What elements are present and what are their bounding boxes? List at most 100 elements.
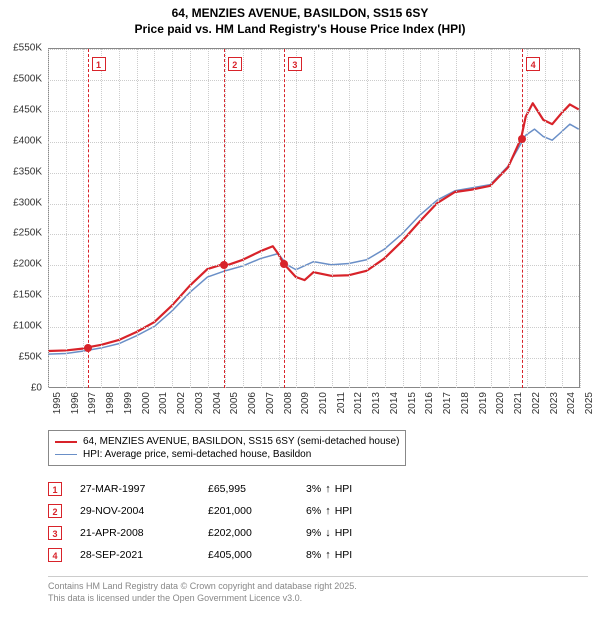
- x-tick-label: 2009: [300, 392, 311, 414]
- x-tick-label: 2017: [442, 392, 453, 414]
- x-tick-label: 1996: [70, 392, 81, 414]
- x-tick-label: 2000: [141, 392, 152, 414]
- gridline-v: [509, 49, 510, 388]
- x-tick-label: 2020: [495, 392, 506, 414]
- x-tick-label: 2018: [460, 392, 471, 414]
- legend-label: 64, MENZIES AVENUE, BASILDON, SS15 6SY (…: [83, 436, 399, 447]
- event-row: 321-APR-2008£202,0009%↓HPI: [48, 522, 396, 544]
- x-tick-label: 2001: [158, 392, 169, 414]
- legend-row: HPI: Average price, semi-detached house,…: [55, 448, 399, 461]
- gridline-v: [349, 49, 350, 388]
- gridline-v: [332, 49, 333, 388]
- title-block: 64, MENZIES AVENUE, BASILDON, SS15 6SY P…: [0, 0, 600, 37]
- gridline-v: [491, 49, 492, 388]
- arrow-up-icon: ↑: [325, 549, 331, 561]
- x-tick-label: 2002: [176, 392, 187, 414]
- event-pct: 3%↑HPI: [306, 483, 396, 495]
- gridline-v: [314, 49, 315, 388]
- arrow-down-icon: ↓: [325, 527, 331, 539]
- marker-dot: [518, 135, 526, 143]
- event-pct: 9%↓HPI: [306, 527, 396, 539]
- y-axis: £0£50K£100K£150K£200K£250K£300K£350K£400…: [0, 48, 46, 388]
- marker-vline: [88, 49, 89, 388]
- x-tick-label: 2010: [318, 392, 329, 414]
- marker-box: 4: [526, 57, 540, 71]
- event-price: £65,995: [208, 483, 288, 495]
- plot-area: 1 2 3 4: [48, 48, 580, 388]
- y-tick-label: £50K: [19, 352, 42, 363]
- y-tick-label: £450K: [13, 104, 42, 115]
- marker-box: 3: [288, 57, 302, 71]
- gridline-v: [137, 49, 138, 388]
- title-line2: Price paid vs. HM Land Registry's House …: [0, 22, 600, 38]
- gridline-v: [296, 49, 297, 388]
- x-tick-label: 2019: [478, 392, 489, 414]
- gridline-v: [66, 49, 67, 388]
- event-marker-box: 3: [48, 526, 62, 540]
- gridline-v: [190, 49, 191, 388]
- marker-vline: [284, 49, 285, 388]
- x-tick-label: 2013: [371, 392, 382, 414]
- event-pct: 8%↑HPI: [306, 549, 396, 561]
- arrow-up-icon: ↑: [325, 505, 331, 517]
- x-tick-label: 2006: [247, 392, 258, 414]
- marker-vline: [522, 49, 523, 388]
- gridline-v: [385, 49, 386, 388]
- event-marker-box: 2: [48, 504, 62, 518]
- x-tick-label: 2025: [584, 392, 595, 414]
- x-tick-label: 2004: [212, 392, 223, 414]
- x-tick-label: 1995: [52, 392, 63, 414]
- legend-swatch: [55, 441, 77, 443]
- legend-label: HPI: Average price, semi-detached house,…: [83, 449, 311, 460]
- y-tick-label: £400K: [13, 135, 42, 146]
- events-table: 127-MAR-1997£65,9953%↑HPI229-NOV-2004£20…: [48, 478, 396, 566]
- y-tick-label: £500K: [13, 73, 42, 84]
- legend-swatch: [55, 454, 77, 455]
- x-tick-label: 1998: [105, 392, 116, 414]
- marker-dot: [220, 261, 228, 269]
- event-price: £201,000: [208, 505, 288, 517]
- gridline-v: [438, 49, 439, 388]
- event-date: 28-SEP-2021: [80, 549, 190, 561]
- event-row: 127-MAR-1997£65,9953%↑HPI: [48, 478, 396, 500]
- x-tick-label: 2012: [353, 392, 364, 414]
- x-tick-label: 2014: [389, 392, 400, 414]
- y-tick-label: £350K: [13, 166, 42, 177]
- x-tick-label: 2016: [424, 392, 435, 414]
- x-tick-label: 2015: [407, 392, 418, 414]
- marker-vline: [224, 49, 225, 388]
- event-pct-value: 6%: [306, 505, 321, 517]
- gridline-v: [279, 49, 280, 388]
- marker-box: 1: [92, 57, 106, 71]
- legend-row: 64, MENZIES AVENUE, BASILDON, SS15 6SY (…: [55, 435, 399, 448]
- event-row: 4 28-SEP-2021 £405,000 8%↑HPI: [48, 544, 396, 566]
- legend: 64, MENZIES AVENUE, BASILDON, SS15 6SY (…: [48, 430, 406, 466]
- gridline-v: [474, 49, 475, 388]
- gridline-v: [172, 49, 173, 388]
- footer-line1: Contains HM Land Registry data © Crown c…: [48, 581, 588, 593]
- gridline-v: [119, 49, 120, 388]
- gridline-v: [420, 49, 421, 388]
- event-price: £405,000: [208, 549, 288, 561]
- gridline-v: [101, 49, 102, 388]
- x-tick-label: 2024: [566, 392, 577, 414]
- x-tick-label: 2005: [229, 392, 240, 414]
- y-tick-label: £250K: [13, 228, 42, 239]
- y-tick-label: £200K: [13, 259, 42, 270]
- y-tick-label: £150K: [13, 290, 42, 301]
- x-tick-label: 2011: [336, 392, 347, 414]
- y-tick-label: £0: [31, 383, 42, 394]
- x-tick-label: 1997: [87, 392, 98, 414]
- marker-dot: [280, 260, 288, 268]
- event-suffix: HPI: [335, 483, 353, 495]
- x-tick-label: 2023: [549, 392, 560, 414]
- event-marker-box: 4: [48, 548, 62, 562]
- marker-box: 2: [228, 57, 242, 71]
- marker-dot: [84, 344, 92, 352]
- arrow-up-icon: ↑: [325, 483, 331, 495]
- y-tick-label: £550K: [13, 43, 42, 54]
- event-pct: 6%↑HPI: [306, 505, 396, 517]
- gridline-v: [580, 49, 581, 388]
- event-price: £202,000: [208, 527, 288, 539]
- gridline-v: [83, 49, 84, 388]
